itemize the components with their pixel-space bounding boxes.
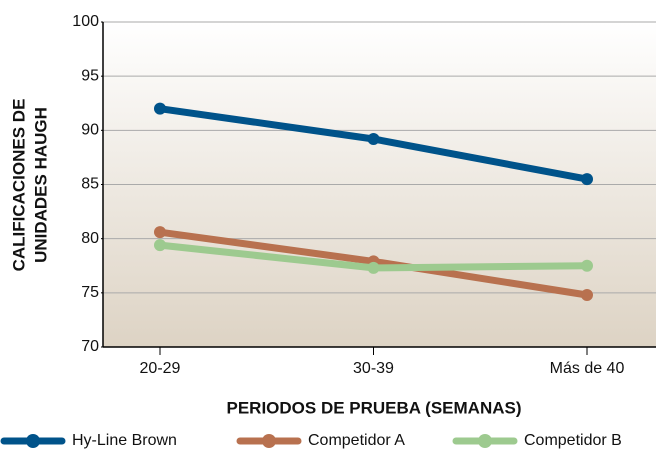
data-point [581,259,593,272]
y-tick-label: 95 [81,67,99,84]
data-point [581,173,593,186]
legend-swatch-dot [478,434,492,448]
data-point [367,133,380,145]
y-axis-label: UNIDADES HAUGH [31,107,50,263]
legend-label: Hy-Line Brown [72,432,177,449]
legend-swatch-dot [262,434,276,448]
legend-label: Competidor A [308,432,405,449]
x-tick-label: 30-39 [353,360,394,377]
y-tick-label: 90 [81,122,99,139]
data-point [154,102,166,115]
x-axis-label: PERIODOS DE PRUEBA (SEMANAS) [226,398,521,417]
y-tick-label: 70 [81,338,99,355]
x-tick-label: Más de 40 [550,360,625,377]
y-tick-label: 80 [81,230,99,247]
y-tick-label: 75 [81,284,99,301]
data-point [367,261,380,274]
y-axis-label: CALIFICACIONES DE [9,99,28,272]
data-point [154,226,166,239]
y-tick-label: 100 [72,13,99,30]
x-tick-label: 20-29 [140,360,181,377]
data-point [581,289,593,301]
legend-swatch-dot [26,434,40,448]
y-tick-label: 85 [81,176,99,193]
data-point [154,239,166,252]
legend-label: Competidor B [524,432,622,449]
